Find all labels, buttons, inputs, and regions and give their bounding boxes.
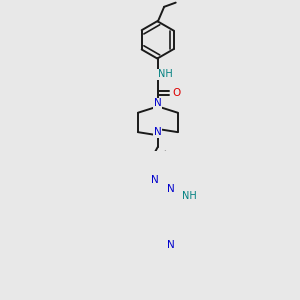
Text: N: N <box>151 175 159 184</box>
Text: NH: NH <box>158 70 172 80</box>
Text: N: N <box>167 184 175 194</box>
Text: O: O <box>172 88 181 98</box>
Text: N: N <box>167 240 175 250</box>
Text: N: N <box>154 127 162 137</box>
Text: NH: NH <box>182 191 197 201</box>
Text: N: N <box>154 98 162 108</box>
